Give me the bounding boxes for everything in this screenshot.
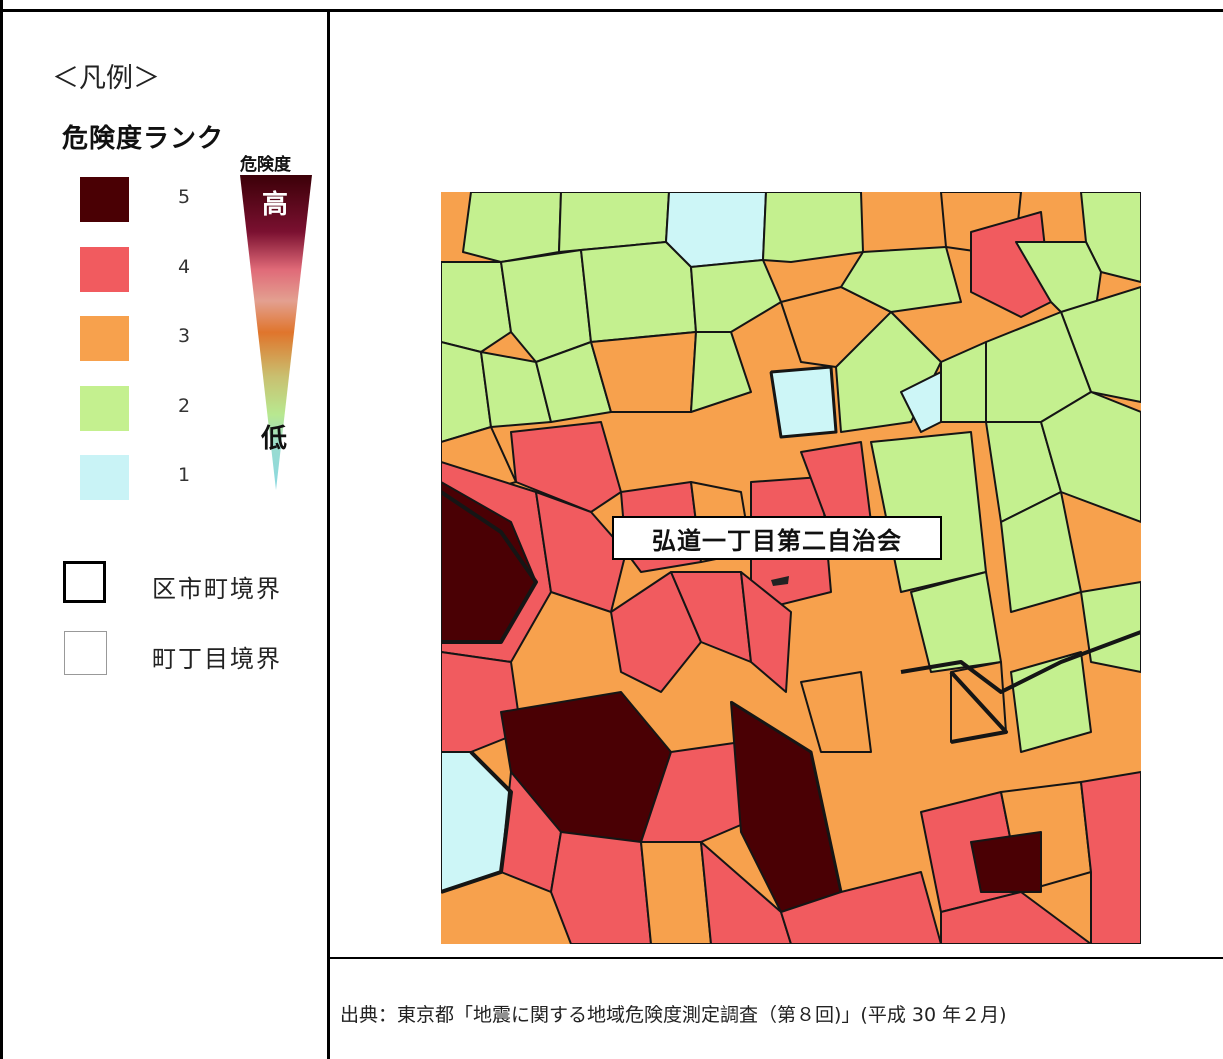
left-border [0, 0, 3, 1059]
legend-heading: ＜凡例＞ [52, 63, 160, 94]
risk-rank-heading: 危険度ランク [62, 124, 225, 154]
top-border [0, 9, 1223, 12]
rank-2-swatch [80, 386, 129, 431]
risk-scale-title: 危険度 [240, 155, 291, 175]
rank-3-swatch [80, 316, 129, 361]
risk-map[interactable] [441, 192, 1141, 944]
rank-4-swatch [80, 247, 129, 292]
rank-1-swatch [80, 455, 129, 500]
ward-boundary-label: 区市町境界 [152, 575, 282, 603]
association-callout-label: 弘道一丁目第二自治会 [612, 516, 942, 560]
rank-5-label: 5 [178, 186, 191, 208]
risk-map-canvas [441, 192, 1141, 944]
chome-boundary-swatch [64, 631, 107, 675]
location-marker [771, 576, 789, 586]
source-citation: 出典：東京都「地震に関する地域危険度測定調査（第８回)」(平成 30 年２月) [340, 1004, 1007, 1026]
rank-4-label: 4 [178, 256, 191, 278]
risk-scale-low-label: 低 [261, 424, 288, 454]
source-divider [329, 957, 1223, 959]
rank-1-label: 1 [178, 464, 191, 486]
rank-3-label: 3 [178, 325, 191, 347]
column-divider [327, 10, 330, 1059]
rank-5-swatch [80, 177, 129, 222]
chome-boundary-label: 町丁目境界 [152, 645, 282, 673]
ward-boundary-swatch [63, 561, 106, 603]
risk-scale-high-label: 高 [262, 190, 289, 220]
rank-2-label: 2 [178, 395, 191, 417]
